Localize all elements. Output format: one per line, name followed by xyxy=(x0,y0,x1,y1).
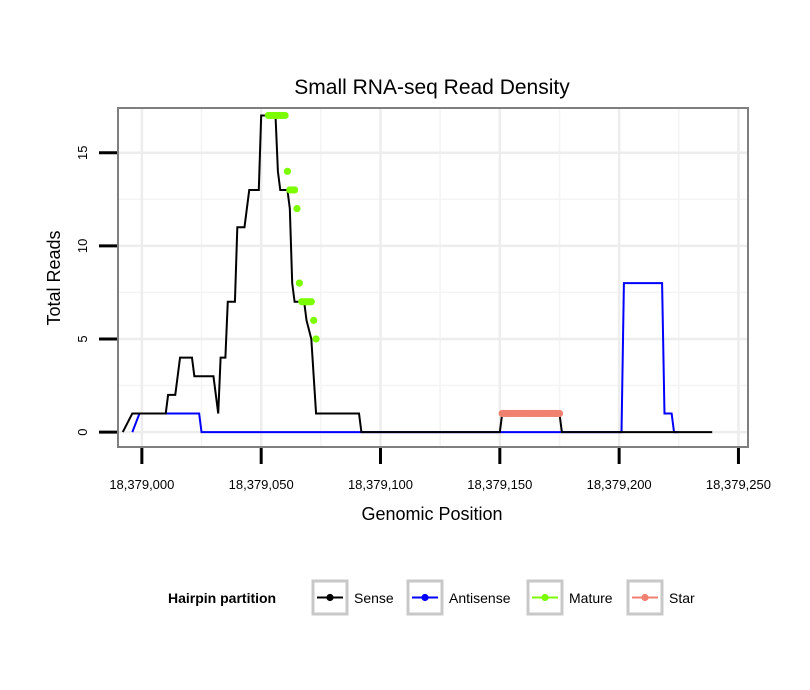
legend-dot-sense xyxy=(326,593,334,602)
legend-label-star: Star xyxy=(669,590,695,606)
mature-point xyxy=(290,186,299,194)
y-tick-label: 10 xyxy=(75,239,90,253)
mature-point xyxy=(281,111,289,120)
x-tick-label: 18,379,000 xyxy=(109,477,174,492)
x-tick-label: 18,379,250 xyxy=(706,477,771,492)
legend-label-mature: Mature xyxy=(569,590,613,606)
mature-point xyxy=(293,204,301,213)
y-tick-label: 5 xyxy=(75,335,90,342)
mature-point xyxy=(295,279,303,287)
y-axis-title: Total Reads xyxy=(44,230,64,325)
x-tick-label: 18,379,200 xyxy=(587,477,652,492)
legend-label-sense: Sense xyxy=(354,590,394,606)
legend: Hairpin partition Sense Antisense Mature St… xyxy=(168,579,695,616)
mature-point xyxy=(307,298,315,306)
mature-point xyxy=(312,335,320,343)
legend-dot-antisense xyxy=(421,593,429,602)
x-tick-label: 18,379,100 xyxy=(348,477,413,492)
y-tick-label: 15 xyxy=(75,145,90,159)
y-tick-label: 0 xyxy=(75,428,90,435)
x-tick-label: 18,379,050 xyxy=(229,477,294,492)
legend-title: Hairpin partition xyxy=(168,590,276,606)
x-axis: 18,379,000 18,379,050 18,379,100 18,379,150… xyxy=(109,448,771,492)
antisense-line xyxy=(131,282,679,434)
series-layer xyxy=(121,111,713,434)
plot-background xyxy=(118,108,748,447)
x-tick-label: 18,379,150 xyxy=(467,477,532,492)
grid-lines xyxy=(118,108,748,447)
mature-point xyxy=(310,316,318,324)
mature-point xyxy=(283,167,292,175)
y-axis: 0 5 10 15 xyxy=(75,145,117,436)
legend-label-antisense: Antisense xyxy=(449,590,511,606)
x-axis-title: Genomic Position xyxy=(361,504,502,524)
chart-title: Small RNA-seq Read Density xyxy=(294,76,570,99)
legend-dot-star xyxy=(641,593,649,602)
star-point xyxy=(555,409,564,418)
sense-line xyxy=(121,114,713,434)
legend-dot-mature xyxy=(541,593,549,602)
plot-border xyxy=(117,107,749,448)
